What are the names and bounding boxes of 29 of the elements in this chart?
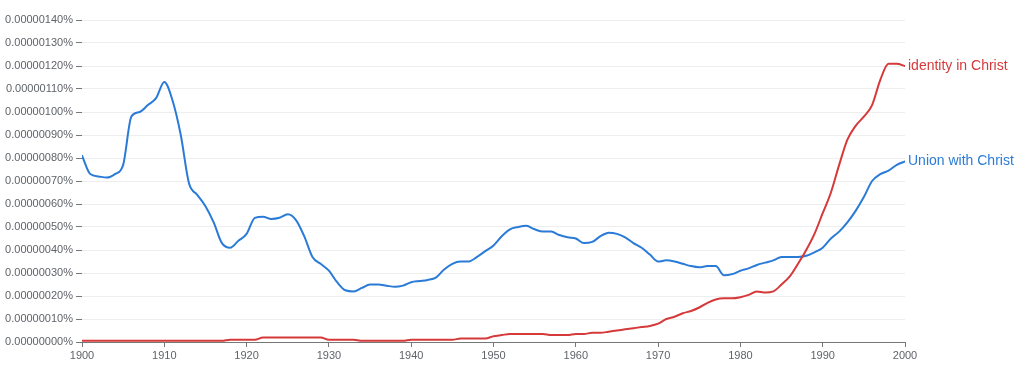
x-tick-label: 1970 <box>645 348 671 361</box>
y-tick-label: 0.00000030% <box>5 266 74 279</box>
x-tick-label: 1990 <box>810 348 835 361</box>
y-tick-label: 0.00000080% <box>5 151 74 164</box>
y-tick-label: 0.00000020% <box>5 289 74 302</box>
y-tick-label: 0.00000070% <box>5 174 74 187</box>
x-tick-label: 1960 <box>563 348 589 361</box>
x-tick-label: 1920 <box>234 348 259 361</box>
series-label: Union with Christ <box>908 152 1014 169</box>
y-tick-label: 0.00000000% <box>5 335 74 348</box>
x-tick-label: 1940 <box>398 348 424 361</box>
line-series <box>82 81 905 293</box>
x-tick-label: 1930 <box>316 348 342 361</box>
y-tick-label: 0.00000090% <box>5 128 74 141</box>
y-tick-label: 0.00000010% <box>5 312 74 325</box>
y-tick-label: 0.00000120% <box>5 59 74 72</box>
x-tick-label: 1900 <box>69 348 95 361</box>
series-label: identity in Christ <box>908 56 1008 73</box>
x-tick-label: 1910 <box>152 348 177 361</box>
y-tick-label: 0.00000140% <box>5 13 74 26</box>
y-tick-label: 0.00000060% <box>5 197 74 210</box>
y-tick-label: 0.00000050% <box>5 220 74 233</box>
y-tick-label: 0.00000040% <box>5 243 74 256</box>
x-tick-label: 2000 <box>892 348 918 361</box>
x-tick-label: 1980 <box>728 348 753 361</box>
y-tick-label: 0.00000130% <box>5 36 74 49</box>
y-tick-label: 0.00000110% <box>5 82 74 95</box>
x-tick-label: 1950 <box>481 348 506 361</box>
y-tick-label: 0.00000100% <box>5 105 74 118</box>
